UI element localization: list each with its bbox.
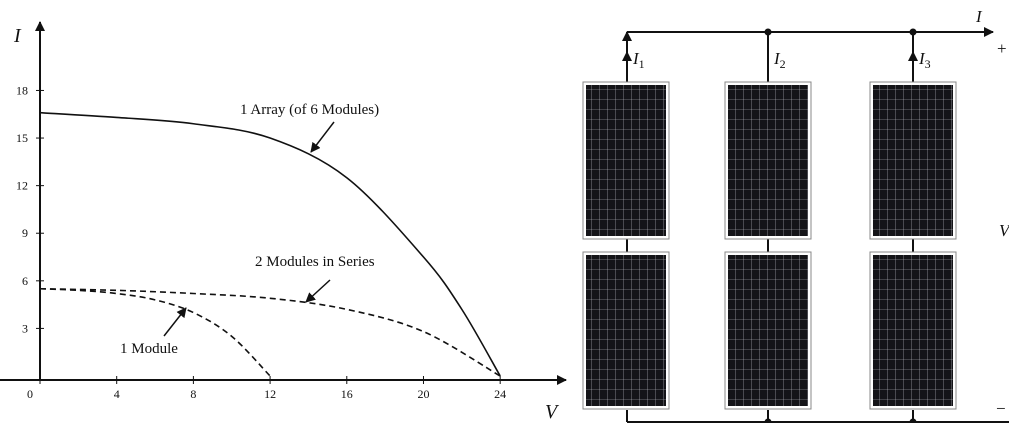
iv-curve <box>40 113 500 376</box>
x-tick-label: 4 <box>114 387 120 401</box>
annotation-arrow <box>164 308 186 336</box>
page: I V 1 Array (of 6 Modules) 2 Modules in … <box>0 0 1009 423</box>
iv-chart: I V 1 Array (of 6 Modules) 2 Modules in … <box>0 22 566 423</box>
branch-current: I1 <box>632 49 645 71</box>
y-tick-label: 9 <box>22 226 28 240</box>
y-tick-label: 18 <box>16 83 28 97</box>
x-tick-label: 0 <box>27 387 33 401</box>
subscript: 1 <box>639 57 645 71</box>
series-annotation: 2 Modules in Series <box>255 254 375 270</box>
current-arrow <box>768 52 913 70</box>
annotation-arrow <box>306 280 330 302</box>
array-annotation: 1 Array (of 6 Modules) <box>240 102 379 118</box>
junction <box>765 419 772 423</box>
solar-panel <box>873 255 953 406</box>
annotation-arrow <box>311 122 334 152</box>
y-tick-label: 15 <box>16 131 28 145</box>
minus-terminal: − <box>996 399 1006 418</box>
x-tick-label: 8 <box>190 387 196 401</box>
subscript: 3 <box>925 57 931 71</box>
voltage-label: V <box>999 221 1009 240</box>
x-tick-label: 24 <box>494 387 506 401</box>
subscript: 2 <box>780 57 786 71</box>
x-tick-label: 16 <box>341 387 353 401</box>
panel-grid <box>583 82 956 409</box>
junction <box>910 419 917 423</box>
y-tick-label: 6 <box>22 274 28 288</box>
x-axis-label: V <box>545 401 560 423</box>
iv-curve <box>40 289 270 376</box>
current-label: I <box>975 7 983 26</box>
junction <box>910 29 917 36</box>
branch-current: I2 <box>773 49 786 71</box>
module-annotation: 1 Module <box>120 341 178 357</box>
circuit-diagram: I I1 I2 I3 + V − <box>583 7 1009 423</box>
solar-panel <box>728 255 808 406</box>
junction <box>765 29 772 36</box>
x-tick-label: 12 <box>264 387 276 401</box>
solar-panel <box>586 255 666 406</box>
y-tick-label: 3 <box>22 321 28 335</box>
x-tick-label: 20 <box>417 387 429 401</box>
solar-panel <box>728 85 808 236</box>
branch-current: I3 <box>918 49 931 71</box>
solar-panel <box>873 85 953 236</box>
solar-panel <box>586 85 666 236</box>
y-axis-label: I <box>13 25 22 47</box>
y-tick-label: 12 <box>16 179 28 193</box>
iv-curve <box>40 289 500 376</box>
plus-terminal: + <box>997 39 1007 58</box>
